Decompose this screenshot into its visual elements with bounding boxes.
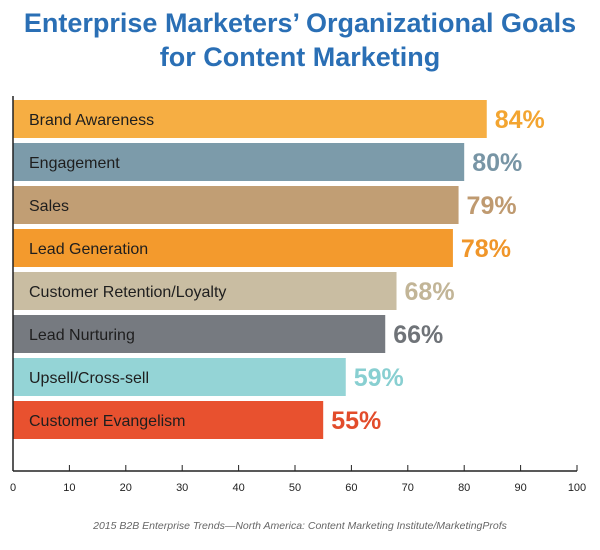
bar-category-label: Sales	[29, 198, 69, 215]
chart-title-line-1: Enterprise Marketers’ Organizational Goa…	[23, 8, 577, 38]
x-tick-label: 60	[345, 482, 357, 494]
chart-title: Enterprise Marketers’ Organizational Goa…	[0, 6, 600, 74]
bar-group: Lead Generation 78%	[13, 229, 511, 267]
bar	[13, 272, 397, 310]
bar	[13, 186, 459, 224]
bar-value-label: 79%	[467, 192, 517, 220]
bar	[13, 143, 465, 181]
x-tick-label: 30	[176, 482, 188, 494]
x-tick-label: 90	[514, 482, 526, 494]
chart-title-line-2: for Content Marketing	[159, 42, 441, 72]
bar-value-label: 68%	[405, 278, 455, 306]
source-note: 2015 B2B Enterprise Trends—North America…	[93, 520, 507, 532]
bar	[13, 229, 453, 267]
bar-group: Brand Awareness 84%	[13, 100, 545, 138]
x-tick-label: 80	[458, 482, 470, 494]
bar-value-label: 66%	[393, 321, 443, 349]
bar-group: Sales 79%	[13, 186, 517, 224]
x-tick-label: 100	[568, 482, 586, 494]
bars-layer: Brand Awareness 84% Engagement 80% Sales 79% L…	[13, 100, 545, 439]
bar-group: Engagement 80%	[13, 143, 522, 181]
bar	[13, 358, 346, 396]
bar	[13, 315, 386, 353]
bar-category-label: Lead Generation	[29, 241, 148, 258]
bar	[13, 401, 324, 439]
bar-category-label: Upsell/Cross-sell	[29, 370, 149, 387]
bar-value-label: 59%	[354, 364, 404, 392]
x-tick-label: 70	[402, 482, 414, 494]
bar-value-label: 80%	[472, 149, 522, 177]
bar-category-label: Brand Awareness	[29, 112, 154, 129]
bar-value-label: 78%	[461, 235, 511, 263]
x-tick-label: 0	[10, 482, 16, 494]
bar-group: Customer Retention/Loyalty 68%	[13, 272, 455, 310]
x-tick-label: 40	[232, 482, 244, 494]
bar-category-label: Customer Evangelism	[29, 413, 186, 430]
bar	[13, 100, 487, 138]
x-tick-label: 50	[289, 482, 301, 494]
x-axis: 0 10 20 30 40 50 60 70 80 90 100	[10, 96, 586, 494]
bar-value-label: 55%	[331, 407, 381, 435]
bar-value-label: 84%	[495, 106, 545, 134]
bar-category-label: Engagement	[29, 155, 120, 172]
bar-group: Upsell/Cross-sell 59%	[13, 358, 404, 396]
bar-group: Customer Evangelism 55%	[13, 401, 381, 439]
x-tick-label: 20	[120, 482, 132, 494]
bar-category-label: Customer Retention/Loyalty	[29, 284, 226, 301]
bar-category-label: Lead Nurturing	[29, 327, 135, 344]
x-tick-label: 10	[63, 482, 75, 494]
bar-group: Lead Nurturing 66%	[13, 315, 443, 353]
